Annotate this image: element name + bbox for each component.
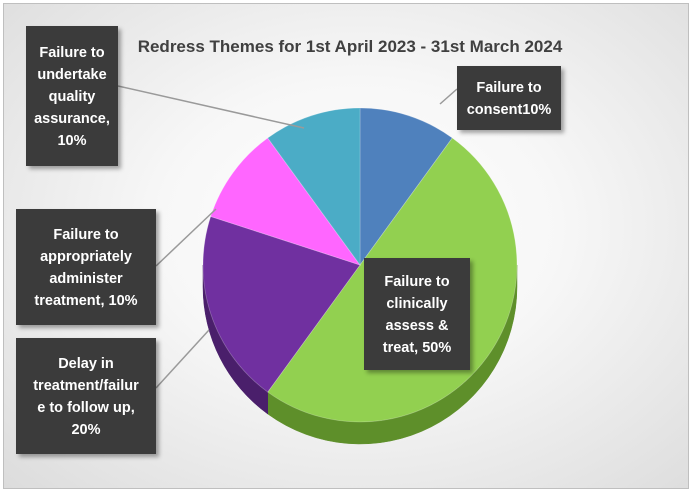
data-label-text: assess & [386,318,449,334]
leader-line-0 [439,88,458,105]
pie-chart: Redress Themes for 1st April 2023 - 31st… [16,26,563,454]
leader-line-3 [155,208,217,267]
data-label-text: Failure to [53,227,118,243]
data-label-text: clinically [386,296,447,312]
data-label-text: quality [49,89,96,105]
data-label-text: treatment/failur [33,378,139,394]
data-label-1: Failure to clinically assess & treat, 50% [364,258,470,370]
data-label-2: Delay in treatment/failur e to follow up, 2… [16,338,156,454]
data-label-text: Failure to [384,274,449,290]
chart-area: Redress Themes for 1st April 2023 - 31st… [3,3,689,489]
pie-slice-2 [202,215,361,393]
data-label-text: e to follow up, [37,400,134,416]
data-label-text: Failure to [39,45,104,61]
leader-line-2 [155,329,210,389]
data-label-text: 20% [71,422,100,438]
chart-title: Redress Themes for 1st April 2023 - 31st… [138,37,563,56]
data-label-0: Failure to consent10% [457,66,561,130]
data-label-text: Delay in [58,356,114,372]
data-label-text: assurance, [34,111,110,127]
data-label-text: Failure to [476,80,541,96]
data-label-text: administer [49,271,123,287]
data-label-text: 10% [57,133,86,149]
data-label-text: treat, 50% [383,340,452,356]
data-label-text: undertake [37,67,106,83]
leader-line-4 [117,85,305,129]
pie-slice-0 [359,107,453,267]
data-label-text: consent10% [467,102,552,118]
data-label-text: treatment, 10% [34,293,137,309]
data-label-text: appropriately [40,249,132,265]
data-label-4: Failure to undertake quality assurance, 10% [26,26,118,166]
pie-slice-4 [267,107,361,267]
data-label-3: Failure to appropriately administer treatme… [16,209,156,325]
